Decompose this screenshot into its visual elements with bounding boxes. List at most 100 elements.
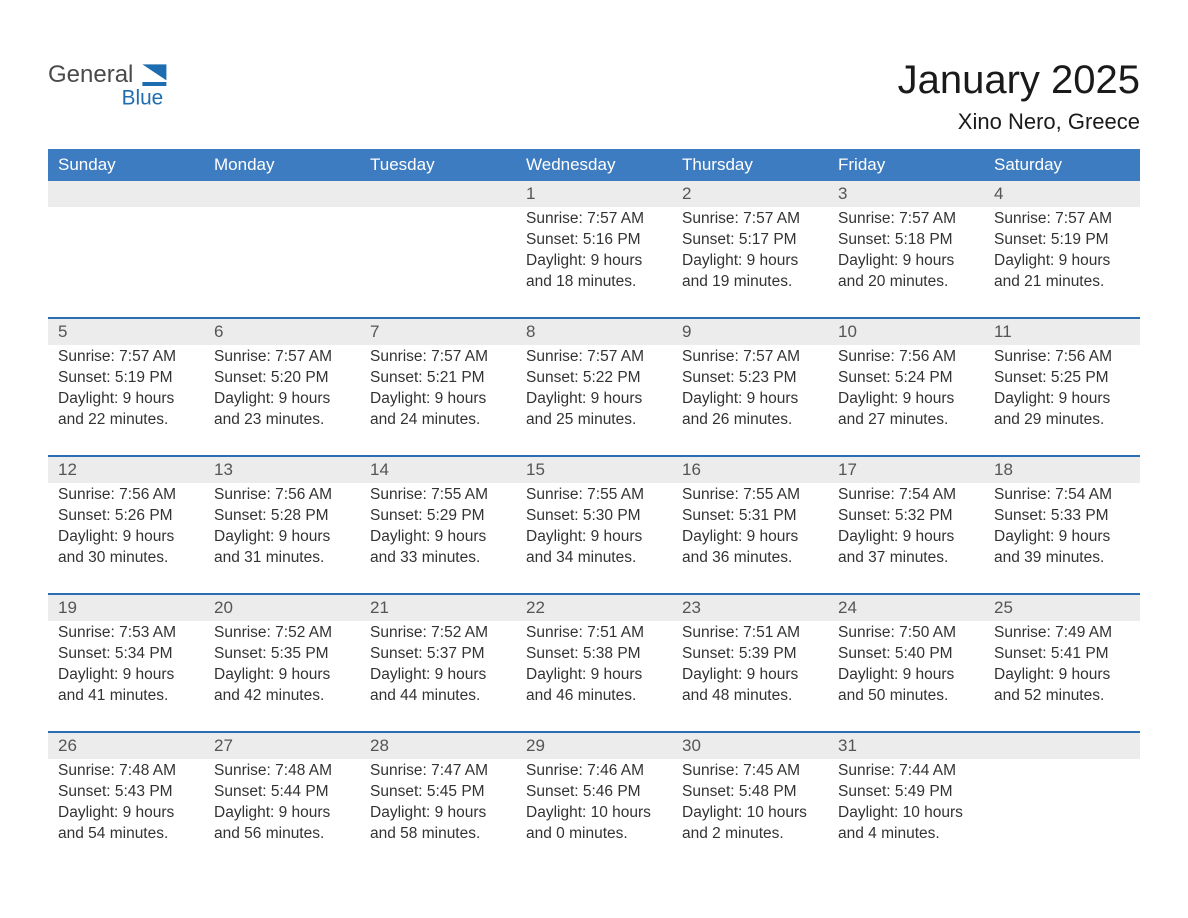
day-day1: Daylight: 10 hours xyxy=(526,803,662,824)
day-sunset: Sunset: 5:31 PM xyxy=(682,506,818,527)
day-sunset: Sunset: 5:39 PM xyxy=(682,644,818,665)
day-sunrise: Sunrise: 7:50 AM xyxy=(838,623,974,644)
day-day2: and 24 minutes. xyxy=(370,410,506,431)
day-sunrise: Sunrise: 7:57 AM xyxy=(994,209,1130,230)
day-sunset: Sunset: 5:21 PM xyxy=(370,368,506,389)
day-sunrise: Sunrise: 7:56 AM xyxy=(214,485,350,506)
day-sunset: Sunset: 5:22 PM xyxy=(526,368,662,389)
date-number: 29 xyxy=(516,733,672,759)
day-sunrise: Sunrise: 7:54 AM xyxy=(994,485,1130,506)
day-day1: Daylight: 9 hours xyxy=(58,389,194,410)
day-info: Sunrise: 7:57 AMSunset: 5:16 PMDaylight:… xyxy=(516,207,672,317)
date-number: 17 xyxy=(828,457,984,483)
day-sunset: Sunset: 5:34 PM xyxy=(58,644,194,665)
date-number: 14 xyxy=(360,457,516,483)
date-number xyxy=(360,181,516,207)
day-sunrise: Sunrise: 7:57 AM xyxy=(526,209,662,230)
generalblue-logo-icon: General Blue xyxy=(48,58,208,114)
day-sunrise: Sunrise: 7:57 AM xyxy=(214,347,350,368)
day-sunset: Sunset: 5:20 PM xyxy=(214,368,350,389)
day-sunrise: Sunrise: 7:56 AM xyxy=(838,347,974,368)
day-info: Sunrise: 7:48 AMSunset: 5:43 PMDaylight:… xyxy=(48,759,204,869)
day-info: Sunrise: 7:49 AMSunset: 5:41 PMDaylight:… xyxy=(984,621,1140,731)
day-sunset: Sunset: 5:24 PM xyxy=(838,368,974,389)
day-sunset: Sunset: 5:32 PM xyxy=(838,506,974,527)
day-day2: and 39 minutes. xyxy=(994,548,1130,569)
date-number: 27 xyxy=(204,733,360,759)
date-number xyxy=(48,181,204,207)
day-sunrise: Sunrise: 7:57 AM xyxy=(58,347,194,368)
day-day2: and 25 minutes. xyxy=(526,410,662,431)
dow-header: Wednesday xyxy=(516,149,672,181)
day-day2: and 37 minutes. xyxy=(838,548,974,569)
day-sunrise: Sunrise: 7:45 AM xyxy=(682,761,818,782)
date-number: 3 xyxy=(828,181,984,207)
day-day2: and 18 minutes. xyxy=(526,272,662,293)
dow-header: Friday xyxy=(828,149,984,181)
day-day1: Daylight: 9 hours xyxy=(838,527,974,548)
day-day2: and 29 minutes. xyxy=(994,410,1130,431)
logo-bar-icon xyxy=(142,82,166,86)
calendar-grid: SundayMondayTuesdayWednesdayThursdayFrid… xyxy=(48,149,1140,869)
day-sunset: Sunset: 5:37 PM xyxy=(370,644,506,665)
day-info xyxy=(48,207,204,317)
date-number: 11 xyxy=(984,319,1140,345)
day-day2: and 2 minutes. xyxy=(682,824,818,845)
day-sunset: Sunset: 5:23 PM xyxy=(682,368,818,389)
day-day1: Daylight: 9 hours xyxy=(214,527,350,548)
day-day1: Daylight: 9 hours xyxy=(370,527,506,548)
date-number: 18 xyxy=(984,457,1140,483)
day-sunset: Sunset: 5:45 PM xyxy=(370,782,506,803)
dow-header: Sunday xyxy=(48,149,204,181)
day-info: Sunrise: 7:55 AMSunset: 5:31 PMDaylight:… xyxy=(672,483,828,593)
day-info: Sunrise: 7:57 AMSunset: 5:19 PMDaylight:… xyxy=(984,207,1140,317)
day-day2: and 33 minutes. xyxy=(370,548,506,569)
date-number: 7 xyxy=(360,319,516,345)
date-number: 1 xyxy=(516,181,672,207)
date-number: 5 xyxy=(48,319,204,345)
day-day2: and 48 minutes. xyxy=(682,686,818,707)
day-day1: Daylight: 9 hours xyxy=(214,803,350,824)
day-sunrise: Sunrise: 7:53 AM xyxy=(58,623,194,644)
day-info: Sunrise: 7:56 AMSunset: 5:24 PMDaylight:… xyxy=(828,345,984,455)
day-day2: and 0 minutes. xyxy=(526,824,662,845)
day-info xyxy=(360,207,516,317)
day-day2: and 44 minutes. xyxy=(370,686,506,707)
day-day2: and 46 minutes. xyxy=(526,686,662,707)
day-day2: and 54 minutes. xyxy=(58,824,194,845)
day-day1: Daylight: 9 hours xyxy=(58,665,194,686)
day-day2: and 30 minutes. xyxy=(58,548,194,569)
day-sunset: Sunset: 5:29 PM xyxy=(370,506,506,527)
day-sunrise: Sunrise: 7:52 AM xyxy=(370,623,506,644)
day-info: Sunrise: 7:51 AMSunset: 5:38 PMDaylight:… xyxy=(516,621,672,731)
day-day1: Daylight: 9 hours xyxy=(370,803,506,824)
day-sunrise: Sunrise: 7:57 AM xyxy=(838,209,974,230)
day-day1: Daylight: 9 hours xyxy=(994,527,1130,548)
day-day1: Daylight: 10 hours xyxy=(838,803,974,824)
day-sunrise: Sunrise: 7:57 AM xyxy=(370,347,506,368)
day-info: Sunrise: 7:54 AMSunset: 5:32 PMDaylight:… xyxy=(828,483,984,593)
day-day1: Daylight: 9 hours xyxy=(214,389,350,410)
day-info: Sunrise: 7:57 AMSunset: 5:17 PMDaylight:… xyxy=(672,207,828,317)
day-sunset: Sunset: 5:26 PM xyxy=(58,506,194,527)
date-number: 4 xyxy=(984,181,1140,207)
date-number: 2 xyxy=(672,181,828,207)
day-sunrise: Sunrise: 7:48 AM xyxy=(58,761,194,782)
day-sunrise: Sunrise: 7:57 AM xyxy=(682,347,818,368)
day-day1: Daylight: 10 hours xyxy=(682,803,818,824)
date-number: 24 xyxy=(828,595,984,621)
day-info: Sunrise: 7:57 AMSunset: 5:19 PMDaylight:… xyxy=(48,345,204,455)
day-day1: Daylight: 9 hours xyxy=(526,527,662,548)
day-sunrise: Sunrise: 7:55 AM xyxy=(682,485,818,506)
day-sunset: Sunset: 5:35 PM xyxy=(214,644,350,665)
day-sunrise: Sunrise: 7:55 AM xyxy=(370,485,506,506)
header-row: General Blue January 2025 Xino Nero, Gre… xyxy=(48,40,1140,149)
day-day2: and 42 minutes. xyxy=(214,686,350,707)
day-info: Sunrise: 7:57 AMSunset: 5:23 PMDaylight:… xyxy=(672,345,828,455)
day-sunset: Sunset: 5:30 PM xyxy=(526,506,662,527)
day-day1: Daylight: 9 hours xyxy=(682,389,818,410)
day-sunrise: Sunrise: 7:54 AM xyxy=(838,485,974,506)
day-day1: Daylight: 9 hours xyxy=(370,389,506,410)
date-number: 25 xyxy=(984,595,1140,621)
dow-header: Thursday xyxy=(672,149,828,181)
